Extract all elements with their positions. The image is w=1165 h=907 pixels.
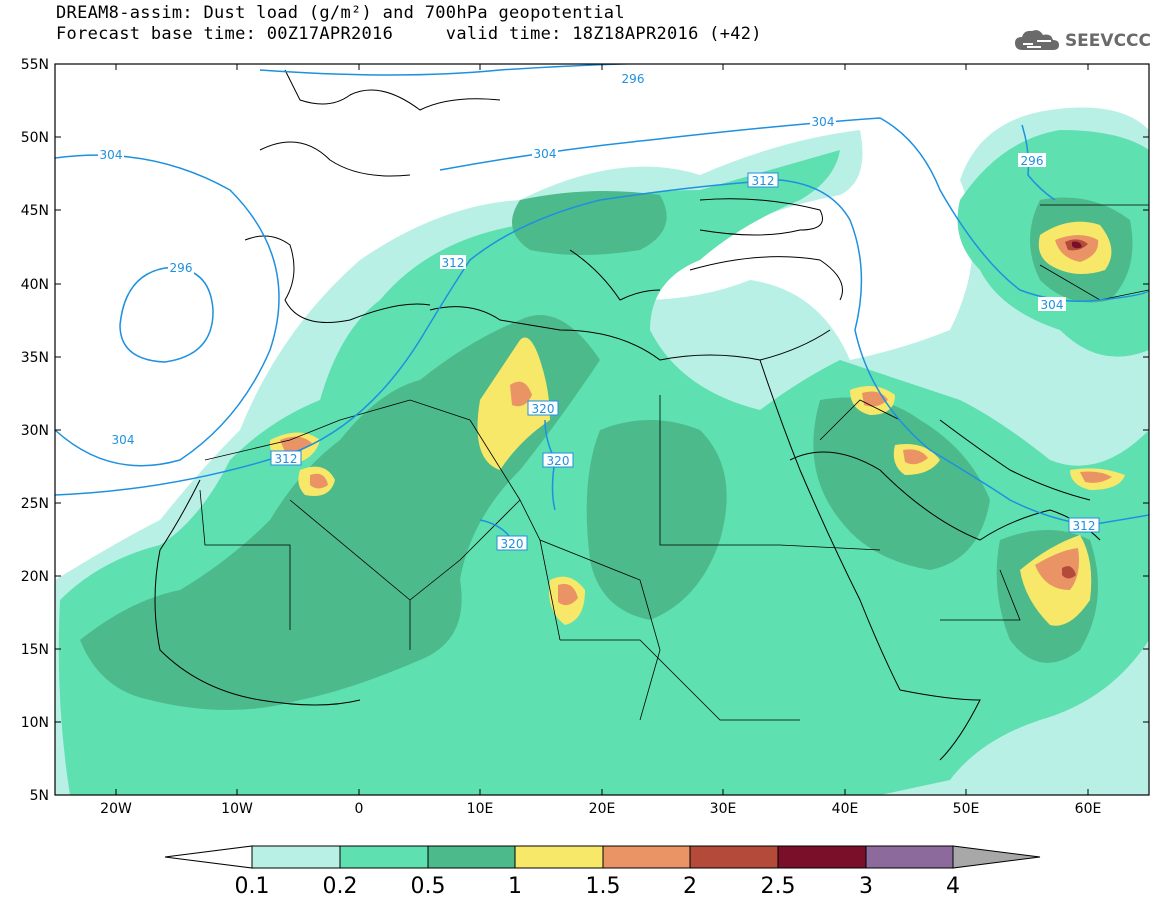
colorbar-max-arrow (952, 845, 1041, 869)
contour-label: 296 (168, 260, 194, 275)
contour-label: 320 (542, 452, 574, 468)
cloud-icon (1014, 30, 1059, 50)
lon-label: 20W (100, 801, 132, 817)
svg-text:320: 320 (547, 454, 570, 468)
lat-label: 45N (21, 203, 49, 219)
lon-label: 40E (832, 801, 859, 817)
lat-label: 40N (21, 277, 49, 293)
lat-label: 50N (21, 130, 49, 146)
lon-label: 30E (710, 801, 737, 817)
lat-label: 55N (21, 57, 49, 73)
country-borders (199, 204, 1149, 721)
colorbar-label: 1 (508, 874, 522, 899)
lon-label: 10E (467, 801, 494, 817)
contour-label: 304 (98, 147, 124, 162)
colorbar-swatch (339, 845, 429, 869)
colorbar-swatch (777, 845, 867, 869)
svg-text:304: 304 (534, 147, 557, 161)
svg-text:312: 312 (275, 452, 298, 466)
lon-label: 20E (589, 801, 616, 817)
contour-label: 296 (1018, 153, 1046, 168)
colorbar-swatch (514, 845, 604, 869)
colorbar-swatch (251, 845, 341, 869)
contour-label: 312 (440, 255, 466, 270)
lat-label: 15N (21, 642, 49, 658)
map-title: DREAM8-assim: Dust load (g/m²) and 700hP… (56, 3, 625, 23)
contour-label: 312 (1068, 517, 1100, 533)
seevccc-logo: SEEVCCC (1013, 28, 1151, 54)
dust-field-hotspots (269, 221, 1125, 626)
svg-text:320: 320 (501, 537, 524, 551)
colorbar-label: 0.2 (323, 874, 358, 899)
contour-label: 296 (620, 71, 646, 86)
svg-text:304: 304 (100, 148, 123, 162)
colorbar-label: 0.5 (411, 874, 446, 899)
colorbar-label: 1.5 (586, 874, 621, 899)
geopotential-contours (55, 64, 1149, 546)
colorbar-swatch (602, 845, 691, 869)
lat-label: 5N (30, 788, 49, 804)
colorbar-label: 4 (946, 874, 960, 899)
lat-label: 10N (21, 715, 49, 731)
colorbar-label: 3 (859, 874, 873, 899)
colorbar-label: 2 (683, 874, 697, 899)
svg-text:312: 312 (752, 174, 775, 188)
contour-label: 304 (110, 432, 136, 447)
svg-text:296: 296 (622, 72, 645, 86)
contour-label: 320 (496, 535, 528, 551)
contour-label: 304 (810, 114, 836, 129)
svg-text:312: 312 (442, 256, 465, 270)
longitude-labels: 20W 10W 0 10E 20E 30E 40E 50E 60E (100, 801, 1101, 817)
contour-label: 312 (270, 450, 302, 466)
lat-label: 25N (21, 496, 49, 512)
lon-label: 60E (1075, 801, 1102, 817)
contour-label: 304 (532, 146, 558, 161)
colorbar-min-arrow (164, 845, 253, 869)
svg-text:304: 304 (812, 115, 835, 129)
svg-text:312: 312 (1073, 519, 1096, 533)
svg-text:320: 320 (532, 402, 555, 416)
map-plot-area: 296 304 304 312 296 304 304 312 312 320 … (55, 64, 1149, 795)
colorbar-swatch (427, 845, 516, 869)
axis-ticks (55, 63, 1149, 796)
colorbar-swatch (865, 845, 954, 869)
svg-text:296: 296 (170, 261, 193, 275)
contour-label: 320 (527, 400, 559, 416)
svg-text:304: 304 (1041, 298, 1064, 312)
lat-label: 35N (21, 350, 49, 366)
svg-text:296: 296 (1021, 154, 1044, 168)
lat-label: 20N (21, 569, 49, 585)
lon-label: 0 (355, 801, 364, 817)
colorbar-label: 0.1 (235, 874, 270, 899)
map-subtitle: Forecast base time: 00Z17APR2016 valid t… (56, 24, 762, 44)
colorbar: 0.1 0.2 0.5 1 1.5 2 2.5 3 4 (164, 845, 1041, 899)
coastlines (154, 69, 1101, 761)
latitude-labels: 55N 50N 45N 40N 35N 30N 25N 20N 15N 10N … (21, 57, 49, 804)
contour-label: 304 (1038, 297, 1066, 312)
colorbar-label: 2.5 (761, 874, 796, 899)
colorbar-swatch (689, 845, 779, 869)
lon-label: 10W (221, 801, 253, 817)
lat-label: 30N (21, 423, 49, 439)
contour-labels: 296 304 304 312 296 304 304 312 312 320 … (98, 71, 1100, 551)
logo-text: SEEVCCC (1064, 31, 1151, 51)
svg-text:304: 304 (112, 433, 135, 447)
lon-label: 50E (953, 801, 980, 817)
contour-label: 312 (747, 172, 779, 188)
